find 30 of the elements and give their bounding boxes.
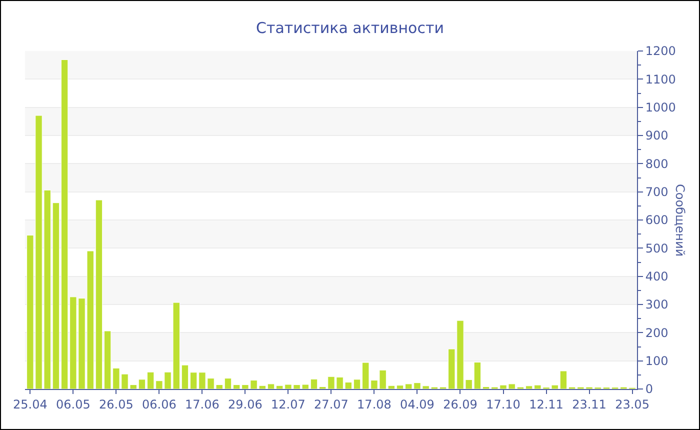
y-tick-label: 1200 xyxy=(645,44,676,58)
x-tick-label: 17.08 xyxy=(357,397,392,412)
y-tick-label: 1100 xyxy=(645,72,676,86)
x-tick-label: 04.09 xyxy=(400,397,434,412)
y-tick-label: 0 xyxy=(645,382,654,396)
x-tick-label: 25.04 xyxy=(12,397,48,412)
y-tick-label: 300 xyxy=(645,298,668,312)
y-tick-label: 700 xyxy=(645,185,668,200)
y-tick-label: 1000 xyxy=(645,100,676,115)
x-tick-label: 26.05 xyxy=(99,397,134,412)
y-tick-label: 200 xyxy=(645,326,668,340)
x-tick-label: 27.07 xyxy=(314,397,348,412)
x-tick-label: 29.06 xyxy=(228,397,262,412)
x-tick-label: 17.10 xyxy=(486,397,520,412)
y-tick-label: 100 xyxy=(645,354,668,368)
x-tick-label: 06.05 xyxy=(56,397,90,412)
x-tick-label: 06.06 xyxy=(142,397,176,412)
y-tick-label: 800 xyxy=(645,156,668,171)
x-tick-label: 17.06 xyxy=(185,397,220,412)
y-tick-label: 900 xyxy=(645,128,668,143)
y-axis-title: Сообщений xyxy=(673,184,688,257)
y-tick-label: 400 xyxy=(645,270,668,284)
x-tick-label: 23.05 xyxy=(615,397,650,412)
x-tick-label: 12.11 xyxy=(529,397,564,412)
x-tick-label: 23.11 xyxy=(572,397,606,412)
x-tick-label: 12.07 xyxy=(271,397,306,412)
chart-title: Статистика активности xyxy=(256,18,444,37)
y-tick-label: 600 xyxy=(645,213,668,228)
x-tick-label: 26.09 xyxy=(443,397,478,412)
y-tick-label: 500 xyxy=(645,241,668,256)
